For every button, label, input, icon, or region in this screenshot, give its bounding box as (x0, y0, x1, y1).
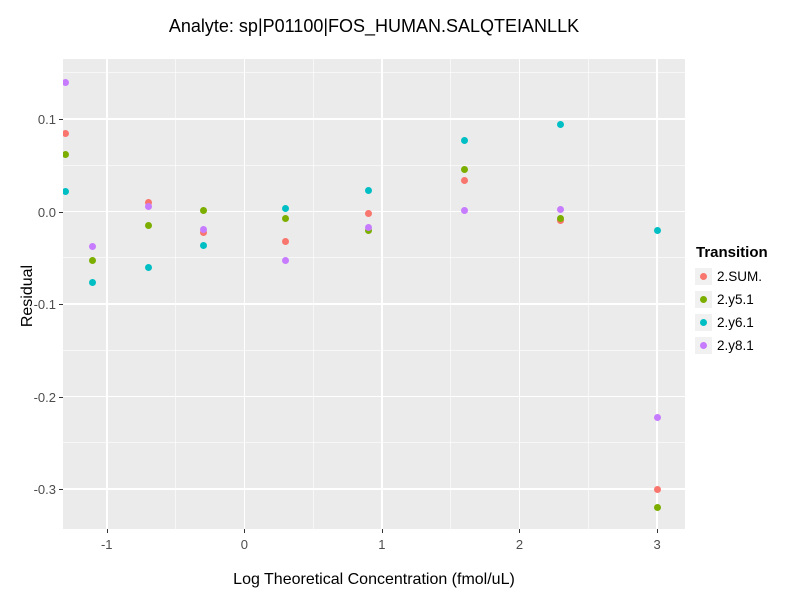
y-major-gridline (63, 118, 685, 120)
data-point (144, 202, 152, 210)
y-minor-gridline (63, 442, 685, 444)
data-point (144, 198, 152, 206)
data-point (282, 214, 290, 222)
y-major-gridline (63, 395, 685, 398)
data-point (557, 214, 565, 222)
data-point (557, 121, 565, 129)
legend-entry-label: 2.y5.1 (717, 292, 754, 307)
x-minor-gridline (587, 59, 589, 529)
y-tick-mark (59, 304, 63, 306)
y-tick-label: 0.0 (37, 204, 56, 220)
data-point (63, 150, 69, 158)
y-tick-label: 0.1 (37, 112, 56, 128)
x-tick-label: 1 (378, 537, 386, 552)
legend-entry-label: 2.y8.1 (717, 338, 754, 353)
plot-panel (63, 59, 685, 529)
legend-key (695, 268, 712, 285)
y-minor-gridline (63, 72, 685, 74)
x-tick-label: 0 (240, 537, 248, 552)
legend-entry: 2.y8.1 (695, 337, 768, 354)
y-minor-gridline (63, 164, 685, 166)
y-tick-mark (59, 211, 63, 213)
legend-key (695, 337, 712, 354)
data-point (653, 485, 661, 493)
y-minor-gridline (63, 349, 685, 351)
data-point (199, 242, 207, 250)
legend-swatch-icon (700, 296, 707, 303)
legend-entries: 2.SUM. 2.y5.1 2.y6.1 2.y8.1 (695, 268, 768, 354)
y-major-gridline (63, 210, 685, 213)
data-point (144, 263, 152, 271)
x-tick-label: 2 (515, 537, 524, 552)
data-point (282, 205, 290, 213)
x-minor-gridline (175, 59, 177, 529)
legend-entry-label: 2.y6.1 (717, 315, 754, 330)
y-tick-label: -0.1 (33, 297, 56, 313)
data-point (282, 257, 290, 265)
x-tick-mark (244, 529, 246, 533)
x-major-gridline (518, 59, 521, 529)
legend-entry: 2.y6.1 (695, 314, 768, 331)
data-point (282, 237, 290, 245)
x-tick-mark (657, 529, 659, 533)
data-point (364, 186, 372, 194)
x-tick-mark (519, 529, 521, 533)
data-point (63, 78, 69, 86)
data-point (364, 210, 372, 217)
x-tick-label: -1 (100, 537, 113, 552)
legend-entry: 2.y5.1 (695, 291, 768, 308)
x-tick-mark (381, 529, 383, 533)
y-tick-mark (59, 396, 63, 398)
x-major-gridline (656, 59, 658, 529)
data-point (89, 243, 97, 251)
data-point (144, 222, 152, 230)
data-point (460, 176, 468, 184)
data-point (653, 226, 661, 234)
data-point (199, 225, 207, 233)
x-major-gridline (105, 59, 108, 529)
data-point (63, 187, 69, 195)
x-major-gridline (381, 59, 383, 529)
y-tick-label: -0.3 (33, 482, 56, 498)
legend-swatch-icon (700, 342, 707, 349)
data-point (199, 207, 207, 215)
plot-title: Analyte: sp|P01100|FOS_HUMAN.SALQTEIANLL… (168, 16, 580, 36)
data-point (199, 229, 207, 237)
data-point (653, 504, 661, 512)
legend: Transition 2.SUM. 2.y5.1 2.y6.1 2.y8.1 (695, 244, 768, 360)
legend-entry-label: 2.SUM. (717, 269, 763, 284)
legend-key (695, 291, 712, 308)
x-major-gridline (243, 59, 246, 529)
legend-key (695, 314, 712, 331)
data-point (364, 223, 372, 231)
data-point (460, 165, 468, 173)
data-point (653, 414, 661, 422)
x-axis-title: Log Theoretical Concentration (fmol/uL) (233, 571, 515, 588)
x-minor-gridline (450, 59, 452, 529)
x-tick-mark (106, 529, 108, 533)
data-point (460, 207, 468, 215)
data-point (63, 130, 69, 138)
y-major-gridline (63, 488, 685, 490)
x-tick-label: 3 (653, 537, 661, 552)
y-tick-mark (59, 489, 63, 491)
legend-title: Transition (696, 244, 768, 261)
data-point (557, 206, 565, 214)
legend-swatch-icon (700, 319, 707, 326)
y-minor-gridline (63, 257, 685, 259)
data-point (89, 257, 97, 265)
y-major-gridline (63, 303, 685, 305)
data-point (89, 279, 97, 287)
x-minor-gridline (312, 59, 314, 529)
legend-entry: 2.SUM. (695, 268, 768, 285)
legend-swatch-icon (700, 273, 707, 280)
y-tick-mark (59, 119, 63, 121)
y-tick-label: -0.2 (33, 389, 56, 405)
data-point (460, 136, 468, 144)
